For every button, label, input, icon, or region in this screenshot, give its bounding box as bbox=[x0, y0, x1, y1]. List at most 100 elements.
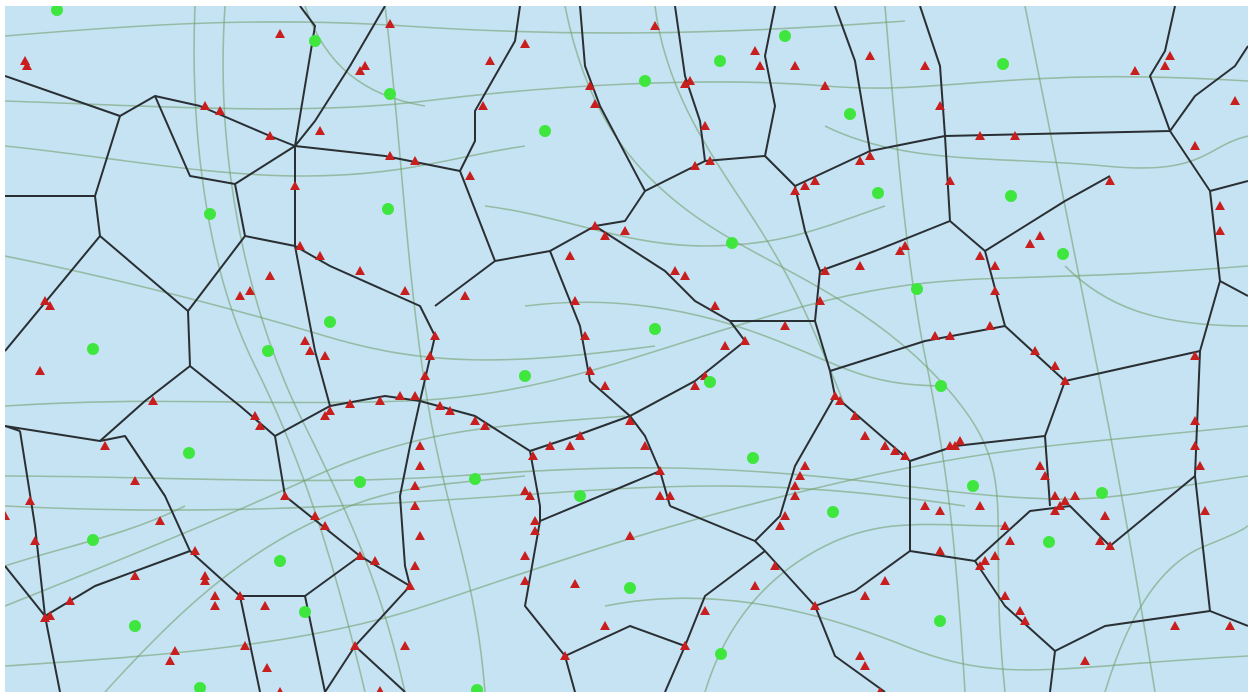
intersection-marker bbox=[795, 471, 805, 480]
intersection-marker bbox=[290, 181, 300, 190]
intersection-marker bbox=[320, 521, 330, 530]
cell-border bbox=[829, 370, 836, 397]
seed-point[interactable] bbox=[1005, 190, 1017, 202]
seed-point[interactable] bbox=[309, 35, 321, 47]
seed-point[interactable] bbox=[704, 376, 716, 388]
intersection-marker bbox=[410, 561, 420, 570]
intersection-marker bbox=[520, 576, 530, 585]
intersection-marker bbox=[1025, 239, 1035, 248]
seed-point[interactable] bbox=[935, 380, 947, 392]
intersection-marker bbox=[880, 576, 890, 585]
intersection-marker bbox=[430, 331, 440, 340]
intersection-marker bbox=[190, 546, 200, 555]
seed-point[interactable] bbox=[649, 323, 661, 335]
seed-point[interactable] bbox=[129, 620, 141, 632]
intersection-marker bbox=[210, 601, 220, 610]
seed-point[interactable] bbox=[747, 452, 759, 464]
intersection-marker bbox=[1040, 471, 1050, 480]
seed-point[interactable] bbox=[519, 370, 531, 382]
seed-point[interactable] bbox=[934, 615, 946, 627]
road-line bbox=[5, 20, 906, 37]
intersection-marker bbox=[815, 296, 825, 305]
cell-border bbox=[239, 595, 261, 692]
intersection-marker bbox=[265, 131, 275, 140]
intersection-marker bbox=[985, 321, 995, 330]
seed-point[interactable] bbox=[726, 237, 738, 249]
intersection-marker bbox=[790, 491, 800, 500]
cell-border bbox=[294, 6, 521, 246]
intersection-marker bbox=[810, 601, 820, 610]
seed-point[interactable] bbox=[779, 30, 791, 42]
intersection-marker bbox=[255, 421, 265, 430]
seed-point[interactable] bbox=[967, 480, 979, 492]
seed-point[interactable] bbox=[384, 88, 396, 100]
intersection-marker bbox=[1020, 616, 1030, 625]
seed-point[interactable] bbox=[715, 648, 727, 660]
intersection-marker bbox=[1190, 441, 1200, 450]
seed-point[interactable] bbox=[262, 345, 274, 357]
intersection-marker bbox=[990, 551, 1000, 560]
road-line bbox=[1024, 6, 1156, 692]
seed-point[interactable] bbox=[911, 283, 923, 295]
seed-point[interactable] bbox=[299, 606, 311, 618]
seed-point[interactable] bbox=[1096, 487, 1108, 499]
intersection-marker bbox=[1060, 376, 1070, 385]
seed-point[interactable] bbox=[469, 473, 481, 485]
intersection-marker bbox=[200, 101, 210, 110]
seed-point[interactable] bbox=[194, 682, 206, 692]
road-line bbox=[524, 301, 946, 387]
intersection-marker bbox=[900, 451, 910, 460]
intersection-marker bbox=[685, 76, 695, 85]
intersection-marker bbox=[890, 446, 900, 455]
cell-border bbox=[494, 6, 646, 262]
intersection-marker bbox=[1105, 176, 1115, 185]
intersection-marker bbox=[200, 576, 210, 585]
seed-point[interactable] bbox=[827, 506, 839, 518]
seed-points bbox=[51, 6, 1108, 692]
seed-point[interactable] bbox=[539, 125, 551, 137]
intersection-marker bbox=[700, 121, 710, 130]
seed-point[interactable] bbox=[624, 582, 636, 594]
seed-point[interactable] bbox=[639, 75, 651, 87]
road-line bbox=[654, 6, 846, 407]
intersection-marker bbox=[520, 486, 530, 495]
seed-point[interactable] bbox=[87, 534, 99, 546]
intersection-marker bbox=[1070, 491, 1080, 500]
voronoi-road-map[interactable] bbox=[5, 6, 1248, 692]
intersection-marker bbox=[585, 366, 595, 375]
seed-point[interactable] bbox=[844, 108, 856, 120]
cell-border bbox=[644, 155, 831, 372]
seed-point[interactable] bbox=[324, 316, 336, 328]
intersection-marker bbox=[210, 591, 220, 600]
seed-point[interactable] bbox=[354, 476, 366, 488]
seed-point[interactable] bbox=[1043, 536, 1055, 548]
intersection-marker bbox=[35, 366, 45, 375]
seed-point[interactable] bbox=[183, 447, 195, 459]
intersection-marker bbox=[655, 466, 665, 475]
intersection-marker bbox=[235, 591, 245, 600]
cell-border bbox=[1219, 280, 1248, 297]
seed-point[interactable] bbox=[87, 343, 99, 355]
intersection-marker bbox=[355, 551, 365, 560]
seed-point[interactable] bbox=[382, 203, 394, 215]
cell-border bbox=[664, 550, 766, 692]
cell-border bbox=[529, 415, 631, 452]
seed-point[interactable] bbox=[574, 490, 586, 502]
intersection-marker bbox=[370, 556, 380, 565]
intersection-marker bbox=[900, 241, 910, 250]
intersection-marker bbox=[40, 296, 50, 305]
seed-point[interactable] bbox=[51, 6, 63, 16]
seed-point[interactable] bbox=[872, 187, 884, 199]
seed-point[interactable] bbox=[714, 55, 726, 67]
intersection-marker bbox=[405, 581, 415, 590]
intersection-marker bbox=[975, 251, 985, 260]
seed-point[interactable] bbox=[471, 684, 483, 692]
seed-point[interactable] bbox=[997, 58, 1009, 70]
seed-point[interactable] bbox=[274, 555, 286, 567]
intersection-marker bbox=[560, 651, 570, 660]
intersection-marker bbox=[240, 641, 250, 650]
seed-point[interactable] bbox=[204, 208, 216, 220]
seed-point[interactable] bbox=[1057, 248, 1069, 260]
intersection-marker bbox=[710, 301, 720, 310]
intersection-marker bbox=[300, 336, 310, 345]
